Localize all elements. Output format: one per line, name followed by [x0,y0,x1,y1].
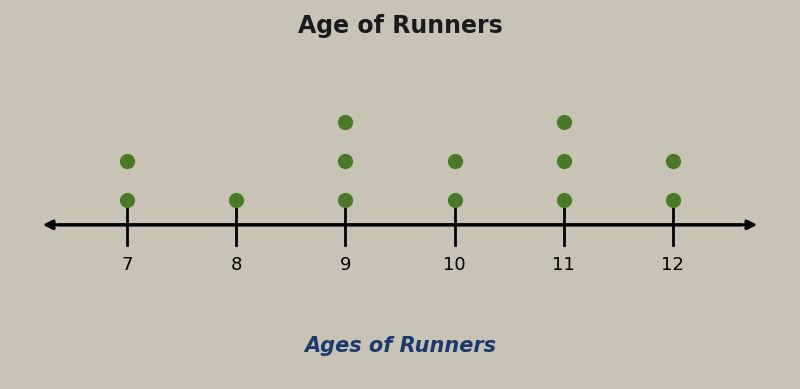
Text: 10: 10 [443,256,466,274]
Point [339,158,352,165]
Text: 9: 9 [340,256,351,274]
Point [558,197,570,203]
Text: 12: 12 [662,256,684,274]
Point [666,197,679,203]
Point [558,119,570,126]
Text: 7: 7 [122,256,133,274]
Point [230,197,242,203]
Point [121,197,134,203]
Point [339,197,352,203]
Point [339,119,352,126]
Point [448,197,461,203]
Text: Ages of Runners: Ages of Runners [304,336,496,356]
Point [448,158,461,165]
Point [558,158,570,165]
Text: 8: 8 [230,256,242,274]
Point [666,158,679,165]
Text: 11: 11 [552,256,575,274]
Title: Age of Runners: Age of Runners [298,14,502,38]
Point [121,158,134,165]
